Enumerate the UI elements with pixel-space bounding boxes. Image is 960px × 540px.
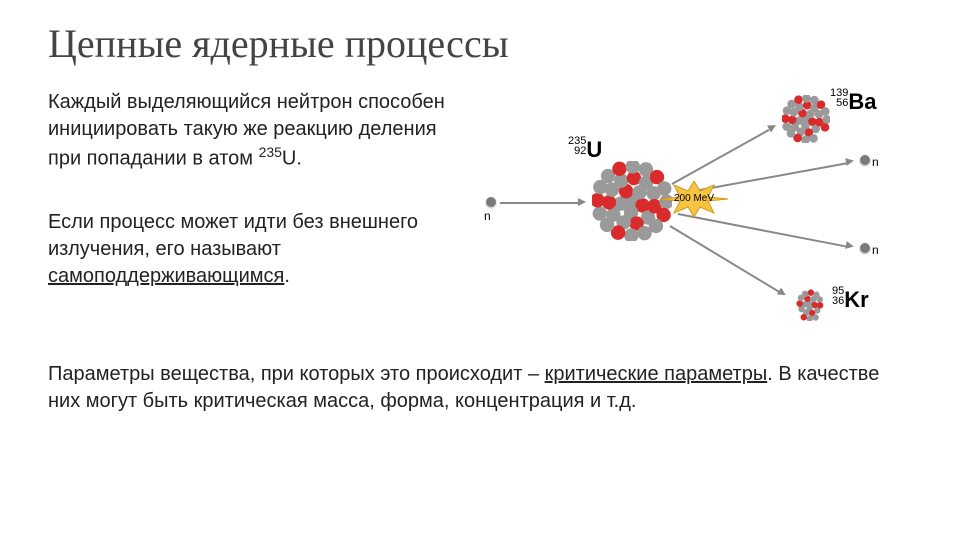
free-neutron-0 (486, 197, 496, 207)
neutron-label-0: n (484, 211, 491, 222)
barium-nucleus (782, 95, 830, 143)
arrow-3 (678, 213, 847, 247)
free-neutron-1 (860, 155, 870, 165)
krypton-nucleus (792, 285, 828, 321)
arrow-1 (672, 129, 770, 185)
arrow-0 (500, 202, 578, 204)
paragraph-2: Если процесс может идти без внешнего изл… (48, 209, 458, 290)
barium-label: 13956Ba (830, 89, 876, 112)
neutron-label-2: n (872, 245, 879, 256)
neutron-label-1: n (872, 157, 879, 168)
uranium-label: 23592U (568, 137, 602, 160)
krypton-label: 9536Kr (832, 287, 869, 310)
arrow-head-2 (845, 157, 854, 166)
free-neutron-2 (860, 243, 870, 253)
para2-tail: . (284, 265, 290, 287)
para3-text: Параметры вещества, при которых это прои… (48, 363, 545, 385)
energy-label: 200 MeV (660, 193, 728, 204)
para1-isotope: 235 (259, 144, 282, 160)
arrow-head-0 (578, 198, 586, 206)
arrow-head-3 (845, 242, 854, 251)
fission-diagram: n n n 23592U 13956Ba 9536Kr 200 MeV (474, 89, 912, 349)
paragraph-3: Параметры вещества, при которых это прои… (48, 361, 912, 415)
arrow-head-4 (777, 287, 788, 298)
para1-text: Каждый выделяющийся нейтрон способен ини… (48, 91, 445, 170)
content-row: Каждый выделяющийся нейтрон способен ини… (48, 89, 912, 349)
arrow-4 (669, 225, 779, 293)
page-title: Цепные ядерные процессы (48, 20, 912, 67)
para1-symbol: U. (282, 148, 302, 170)
para3-underline: критические параметры (545, 363, 768, 385)
para2-underline: самоподдерживающимся (48, 265, 284, 287)
para2-text: Если процесс может идти без внешнего изл… (48, 211, 418, 260)
paragraph-1: Каждый выделяющийся нейтрон способен ини… (48, 89, 458, 173)
text-column: Каждый выделяющийся нейтрон способен ини… (48, 89, 458, 349)
